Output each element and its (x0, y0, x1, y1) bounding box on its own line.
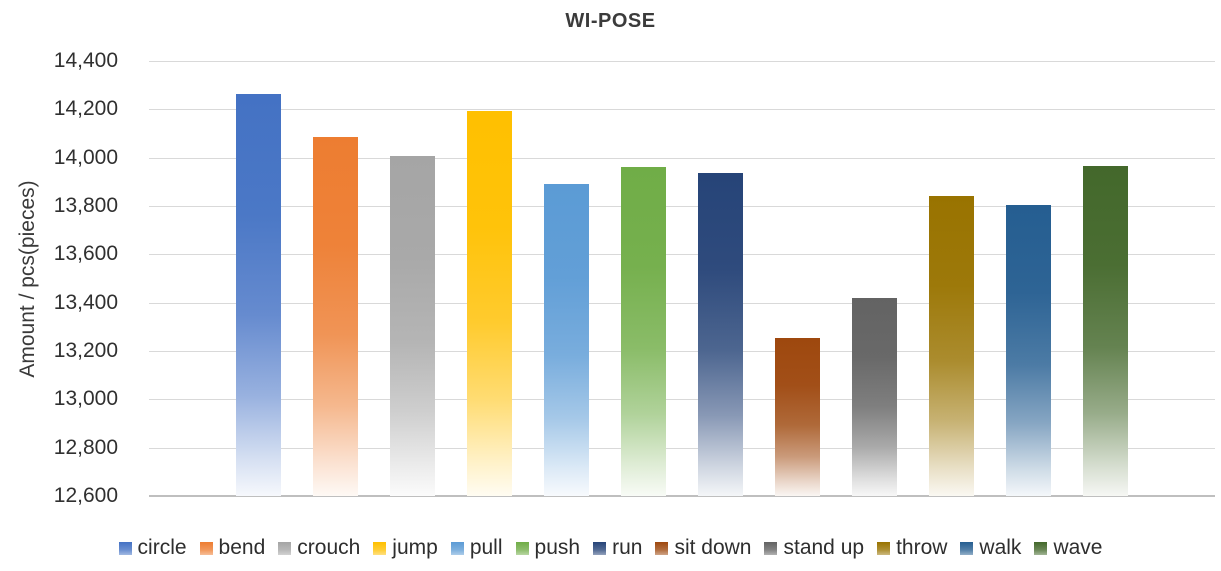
y-tick-label: 14,000 (53, 146, 118, 169)
bar-circle (236, 94, 281, 496)
legend-label: run (612, 536, 643, 559)
legend-item-walk: walk (960, 536, 1021, 560)
y-tick-label: 13,000 (53, 387, 118, 410)
plot-area (149, 61, 1215, 497)
legend-swatch-icon (593, 541, 607, 555)
legend-item-pull: pull (450, 536, 503, 560)
bar-run (698, 173, 743, 496)
legend-item-bend: bend (199, 536, 266, 560)
x-axis-line (149, 495, 1215, 497)
bar-pull (544, 184, 589, 496)
y-tick-label: 13,200 (53, 339, 118, 362)
bar-stand-up (852, 298, 897, 496)
legend-swatch-icon (118, 541, 132, 555)
legend-swatch-icon (877, 541, 891, 555)
bar-bend (313, 137, 358, 496)
bar-push (621, 167, 666, 496)
legend-label: circle (137, 536, 187, 559)
legend-label: pull (469, 536, 503, 559)
y-tick-label: 14,400 (53, 49, 118, 72)
bar-wave (1083, 166, 1128, 496)
legend-label: throw (896, 536, 948, 559)
gridline (149, 351, 1215, 352)
legend-item-sit-down: sit down (655, 536, 751, 560)
legend-label: push (534, 536, 581, 559)
gridline (149, 303, 1215, 304)
gridline (149, 448, 1215, 449)
legend-swatch-icon (960, 541, 974, 555)
legend-swatch-icon (450, 541, 464, 555)
gridline (149, 61, 1215, 62)
y-tick-label: 14,200 (53, 97, 118, 120)
gridline (149, 109, 1215, 110)
y-tick-label: 12,600 (53, 484, 118, 507)
legend-item-stand-up: stand up (764, 536, 864, 560)
gridline (149, 254, 1215, 255)
bar-group (149, 61, 1215, 496)
y-tick-label: 13,600 (53, 242, 118, 265)
chart-title: WI-POSE (565, 10, 656, 32)
gridlines (149, 61, 1215, 497)
bar-sit-down (775, 338, 820, 496)
legend-label: walk (979, 536, 1022, 559)
legend-item-crouch: crouch (278, 536, 360, 560)
y-axis-tick-labels: 12,600 12,800 13,000 13,200 13,400 13,600 13,8… (0, 0, 118, 571)
gridline (149, 206, 1215, 207)
legend-item-throw: throw (877, 536, 947, 560)
legend-label: jump (392, 536, 438, 559)
legend-label: stand up (783, 536, 865, 559)
legend-swatch-icon (278, 541, 292, 555)
gridline (149, 158, 1215, 159)
legend-label: crouch (297, 536, 361, 559)
bar-crouch (390, 156, 435, 496)
legend-swatch-icon (655, 541, 669, 555)
y-tick-label: 13,400 (53, 291, 118, 314)
y-tick-label: 13,800 (53, 194, 118, 217)
legend-label: sit down (674, 536, 752, 559)
bar-walk (1006, 205, 1051, 496)
bar-throw (929, 196, 974, 496)
legend-item-push: push (515, 536, 581, 560)
legend-item-circle: circle (118, 536, 187, 560)
legend-label: wave (1053, 536, 1103, 559)
legend-item-wave: wave (1034, 536, 1102, 560)
gridline (149, 399, 1215, 400)
bar-jump (467, 111, 512, 496)
legend-swatch-icon (199, 541, 213, 555)
legend-swatch-icon (515, 541, 529, 555)
legend-item-jump: jump (373, 536, 438, 560)
legend-swatch-icon (1034, 541, 1048, 555)
legend-item-run: run (593, 536, 642, 560)
legend-swatch-icon (764, 541, 778, 555)
legend: circle bend crouch jump pull push run sit down s… (0, 533, 1221, 563)
legend-swatch-icon (373, 541, 387, 555)
legend-label: bend (218, 536, 266, 559)
y-tick-label: 12,800 (53, 436, 118, 459)
